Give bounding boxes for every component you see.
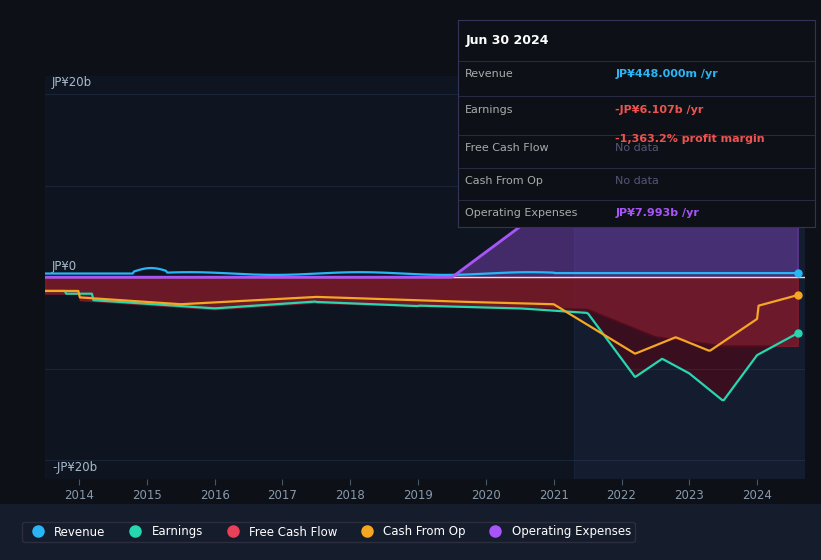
Text: Free Cash Flow: Free Cash Flow [466, 143, 549, 153]
Text: JP¥7.993b /yr: JP¥7.993b /yr [615, 208, 699, 218]
Text: JP¥0: JP¥0 [52, 260, 77, 273]
Bar [45, 76, 574, 479]
Legend: Revenue, Earnings, Free Cash Flow, Cash From Op, Operating Expenses: Revenue, Earnings, Free Cash Flow, Cash … [22, 522, 635, 542]
Text: Operating Expenses: Operating Expenses [466, 208, 578, 218]
Text: Cash From Op: Cash From Op [466, 176, 544, 186]
Bar [574, 76, 805, 479]
Text: -1,363.2% profit margin: -1,363.2% profit margin [615, 134, 765, 143]
Text: No data: No data [615, 143, 659, 153]
Text: No data: No data [615, 176, 659, 186]
Text: -JP¥20b: -JP¥20b [52, 461, 97, 474]
Text: JP¥20b: JP¥20b [52, 76, 92, 90]
Text: Revenue: Revenue [466, 69, 514, 80]
Text: -JP¥6.107b /yr: -JP¥6.107b /yr [615, 105, 704, 115]
Text: Earnings: Earnings [466, 105, 514, 115]
Text: JP¥448.000m /yr: JP¥448.000m /yr [615, 69, 718, 80]
Text: Jun 30 2024: Jun 30 2024 [466, 34, 548, 47]
